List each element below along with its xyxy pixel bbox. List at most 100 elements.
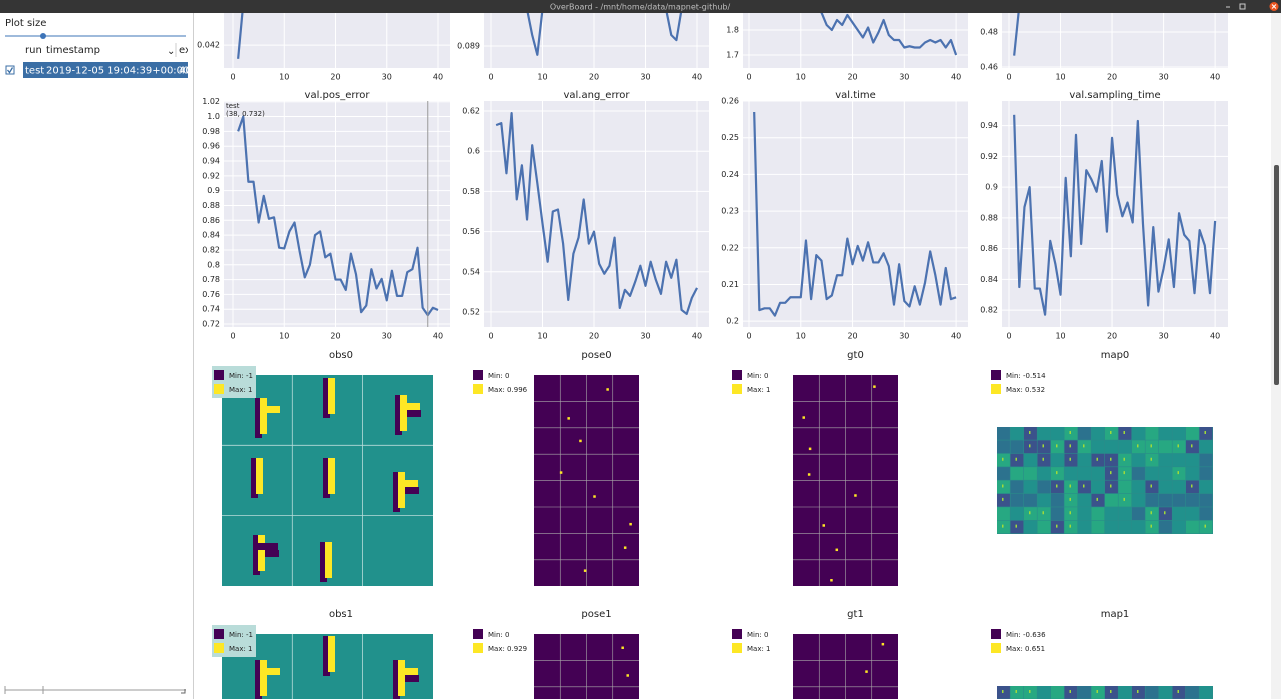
series-line [753,111,957,317]
row-run[interactable]: test [25,66,44,77]
pixel [629,522,632,526]
plot-area [1002,13,1228,68]
selected-row[interactable] [23,62,188,78]
image-title: obs0 [329,350,353,361]
pixel-block [398,668,418,675]
legend-min: Min: -0.636 [1006,631,1046,639]
legend-swatch [991,384,1001,394]
pixel [1164,511,1166,515]
y-tick-labels: 1.7 1.8 [726,26,739,60]
column-header[interactable]: timestamp [46,45,100,56]
pixel-cell [1186,686,1199,699]
y-tick-label: 0.84 [980,275,998,284]
pixel-block [405,675,419,682]
legend-swatch [732,370,742,380]
pixel [1015,524,1017,528]
x-tick-label: 10 [1055,73,1065,82]
legend-swatch [214,629,224,639]
line-chart: val.pos_error 0.72 0.74 0.76 0.78 0.8 0.82 0.84… [202,90,450,341]
plot-area [224,13,450,68]
pixel-block [400,403,420,410]
y-tick-label: 0.92 [980,152,998,161]
image-panel: obs0 Min: -1 Max: 1 [212,350,433,586]
row-ex[interactable]: 40 [179,66,192,77]
x-tick-label: 30 [640,332,650,341]
line-chart: 0.089 0 10 20 30 40 [457,13,709,82]
pixel-block [393,472,400,512]
line-chart: val.sampling_time 0.82 0.84 0.86 0.88 0.9 0.92… [980,90,1228,341]
legend-swatch [991,370,1001,380]
pixel [802,416,805,419]
pixel-cell [1051,453,1064,467]
pixel-block [405,487,419,494]
image-panel: map1 Min: -0.636 Max: 0.651 [991,609,1213,699]
pixel-block [398,480,418,487]
v-scrollbar-thumb[interactable] [1274,165,1279,385]
legend-swatch [473,370,483,380]
pixel [1069,497,1071,501]
pixel [1069,457,1071,461]
pixel-cell [1078,520,1091,534]
pixel [1150,524,1152,528]
pixel [1123,497,1125,501]
x-tick-label: 40 [1210,73,1220,82]
close-icon [1271,4,1277,9]
slider-knob[interactable] [40,33,46,39]
pixel-cell [1172,507,1186,521]
pixel-cell [1078,453,1091,467]
pixel [1042,444,1044,448]
legend-max: Max: 1 [229,386,253,394]
pixel [808,447,812,451]
x-tick-label: 40 [433,73,443,82]
pixel-cell [1118,507,1132,521]
y-tick-label: 0.78 [202,275,220,284]
pixel [1096,690,1098,693]
pixel [626,674,629,677]
y-tick-labels: 0.2 0.21 0.22 0.23 0.24 0.25 0.26 [721,97,739,326]
x-tick-label: 0 [230,332,235,341]
pixel-cell [1051,686,1064,699]
pixel-cell [1037,480,1051,494]
pixel [1002,457,1004,461]
pixel [1177,444,1179,448]
pixel-cell [997,467,1010,480]
pixel-cell [1199,480,1213,494]
y-tick-label: 1.02 [202,97,220,106]
column-header[interactable]: run [25,45,42,56]
x-tick-label: 10 [796,73,806,82]
window-title: OverBoard - /mnt/home/data/mapnet-github… [550,3,731,12]
sort-indicator[interactable]: ⌄ [167,46,175,57]
pixel-block [265,550,279,557]
pixel-cell [1186,493,1199,507]
pixel-block [260,660,267,696]
resize-grip [181,689,186,694]
pixel-cell [1145,427,1159,440]
pixel-cell [1172,453,1186,467]
series-line [495,111,698,316]
legend-min: Min: -1 [229,372,253,380]
line-chart: 1.7 1.8 0 10 20 30 40 [726,13,968,82]
hover-label: (38, 0.732) [226,110,265,118]
pixel-block [395,395,402,435]
legend-min: Min: 0 [488,631,509,639]
y-tick-labels: 0.089 [457,42,480,51]
pixel-block [398,472,405,508]
legend-min: Min: 0 [747,372,768,380]
pixel [1123,431,1125,434]
checkbox[interactable] [5,65,15,75]
column-header[interactable]: ex [179,45,191,56]
pixel-block [251,458,258,498]
x-tick-label: 0 [1006,73,1011,82]
y-tick-label: 0.86 [202,216,220,225]
maximize-button[interactable] [1239,3,1246,10]
pixel [1015,690,1017,693]
pixel-cell [1037,493,1051,507]
y-tick-labels: 0.72 0.74 0.76 0.78 0.8 0.82 0.84 0.86 0.88 0.9 0.… [202,97,220,328]
row-timestamp[interactable]: 2019-12-05 19:04:39+00:00 [46,66,189,77]
pixel-block [398,660,405,696]
pixel [579,439,582,443]
legend-max: Max: 1 [747,386,771,394]
y-tick-label: 0.54 [462,267,480,276]
y-tick-label: 0.26 [721,97,739,106]
v-scrollbar [1271,13,1281,699]
